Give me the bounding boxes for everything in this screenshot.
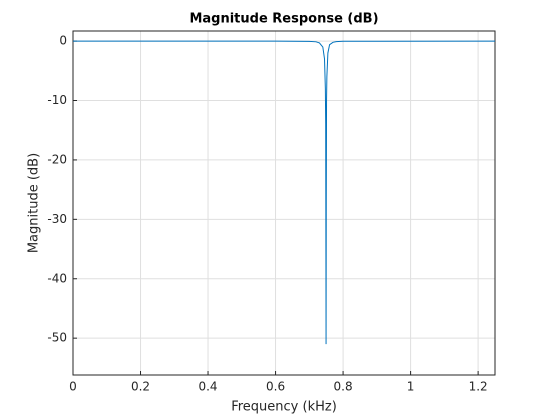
x-tick-label: 1.2	[469, 380, 488, 394]
x-tick-label: 0.4	[198, 380, 217, 394]
y-tick-label: -50	[47, 331, 67, 345]
plot-frame	[72, 30, 496, 376]
y-tick-label: -10	[47, 93, 67, 107]
y-axis-label: Magnitude (dB)	[27, 153, 42, 253]
x-axis-label: Frequency (kHz)	[231, 400, 337, 415]
y-tick-label: -20	[47, 152, 67, 166]
x-tick-label: 1	[407, 380, 415, 394]
x-tick-label: 0.6	[266, 380, 285, 394]
x-tick-label: 0	[69, 380, 77, 394]
x-tick-label: 0.8	[334, 380, 353, 394]
y-tick-label: -40	[47, 271, 67, 285]
chart-title: Magnitude Response (dB)	[189, 12, 378, 27]
y-tick-label: -30	[47, 212, 67, 226]
data-line	[73, 40, 496, 345]
x-tick-label: 0.2	[131, 380, 150, 394]
y-tick-label: 0	[59, 34, 67, 48]
